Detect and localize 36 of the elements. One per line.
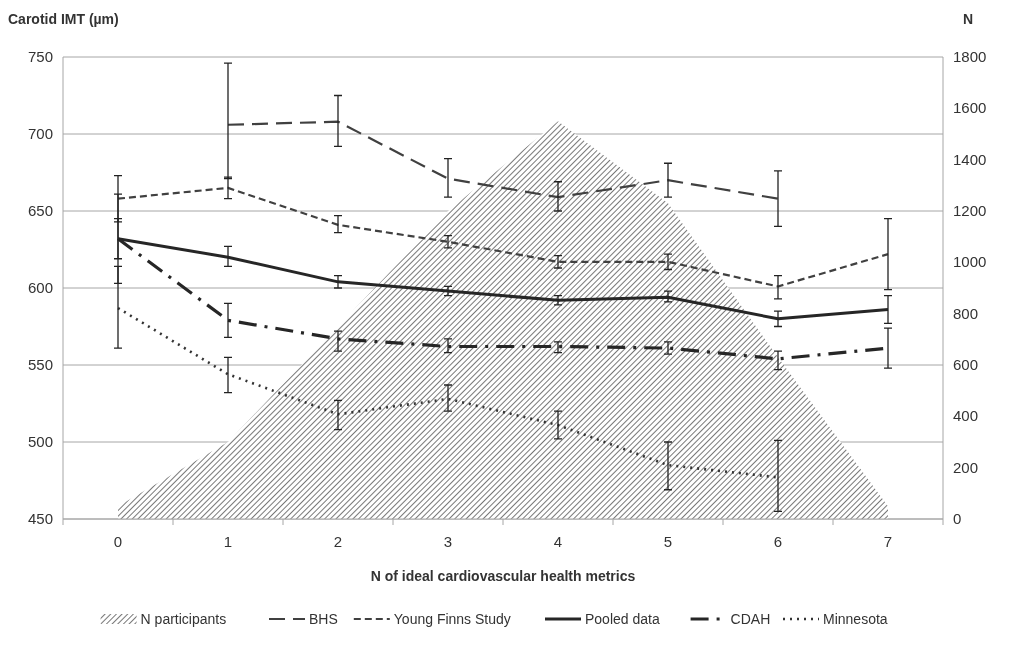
x-tick-label: 6 [773,533,783,550]
y-tick-label: 550 [27,356,53,373]
line-series [226,120,780,200]
x-axis-title: N of ideal cardiovascular health metrics [370,568,636,584]
y-tick-label: 450 [27,510,53,527]
x-tick-label: 5 [663,533,673,550]
legend-label: BHS [309,611,338,627]
y2-tick-label: 600 [953,356,979,373]
legend-label: N participants [140,611,227,627]
x-tick-label: 2 [333,533,343,550]
y2-tick-label: 1400 [953,150,987,168]
y-tick-label: 750 [27,48,53,65]
y2-axis-title: N [963,11,974,27]
y2-tick-label: 1200 [953,202,987,219]
x-tick-label: 7 [883,533,893,550]
y2-tick-label: 200 [953,458,979,476]
y2-tick-label: 0 [953,510,962,527]
y-tick-label: 650 [27,202,53,219]
y2-tick-label: 400 [953,407,979,425]
y-axis-title: Carotid IMT (µm) [8,11,119,27]
y-tick-label: 600 [27,279,53,296]
y2-tick-label: 800 [953,304,979,322]
y2-tick-label: 1000 [953,253,987,271]
x-tick-label: 4 [553,533,563,550]
line-series [116,186,890,288]
y2-tick-label: 1800 [953,48,987,65]
legend-label: Pooled data [585,611,660,627]
legend-label: CDAH [730,611,771,627]
y-tick-label: 500 [27,433,53,450]
x-tick-label: 3 [443,533,453,550]
x-tick-label: 0 [113,533,123,550]
x-tick-label: 1 [223,533,233,550]
y2-tick-label: 1600 [953,99,987,117]
legend-label: Minnesota [823,611,888,627]
legend-label: Young Finns Study [393,611,511,627]
y-tick-label: 700 [27,125,53,142]
